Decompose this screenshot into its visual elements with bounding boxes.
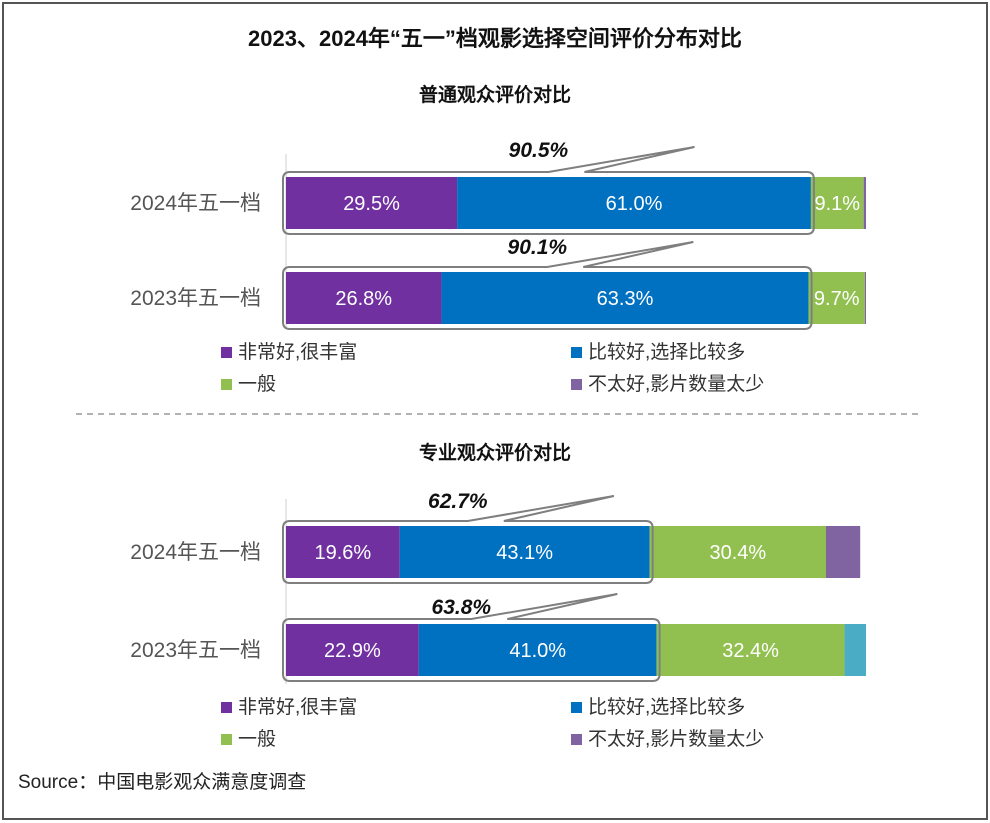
bar-segment <box>810 177 864 229</box>
legend-swatch <box>571 379 582 390</box>
bar-segment <box>808 272 865 324</box>
bar-segment <box>418 624 657 676</box>
bar-segment <box>399 526 650 578</box>
callout-outline <box>282 241 813 330</box>
chart-section-1: 普通观众评价对比 2024年五一档 29.5% 61.0% 9.1% 90.5% 2023年… <box>130 83 866 395</box>
chart-title: 2023、2024年“五一”档观影选择空间评价分布对比 <box>248 26 742 51</box>
section-title: 普通观众评价对比 <box>419 83 571 106</box>
data-label: 29.5% <box>343 193 400 215</box>
legend-swatch <box>221 702 232 713</box>
data-label: 32.4% <box>722 640 779 662</box>
legend-label: 不太好,影片数量太少 <box>588 728 764 750</box>
bar-segment <box>863 177 866 229</box>
legend-swatch <box>571 734 582 745</box>
legend-swatch <box>221 734 232 745</box>
legend-swatch <box>221 379 232 390</box>
legend-swatch <box>571 347 582 358</box>
legend-label: 非常好,很丰富 <box>238 341 357 363</box>
category-label: 2024年五一档 <box>130 192 261 215</box>
bar-segment <box>844 624 866 676</box>
callout-total: 62.7% <box>428 490 488 513</box>
callout-outline <box>282 146 815 235</box>
bar-segment <box>457 177 811 229</box>
legend-label: 比较好,选择比较多 <box>588 341 745 363</box>
legend-swatch <box>571 702 582 713</box>
legend-swatch <box>221 347 232 358</box>
legend-label: 一般 <box>238 373 276 395</box>
data-label: 61.0% <box>606 193 663 215</box>
chart-section-2: 专业观众评价对比 2024年五一档 19.6% 43.1% 30.4% 62.7% 2023… <box>130 441 866 750</box>
callout-total: 63.8% <box>432 596 492 619</box>
data-label: 9.1% <box>814 193 860 215</box>
category-label: 2023年五一档 <box>130 639 261 662</box>
callout-outline <box>282 593 661 682</box>
data-label: 30.4% <box>709 542 766 564</box>
category-label: 2023年五一档 <box>130 287 261 310</box>
data-label: 19.6% <box>314 542 371 564</box>
source-note: Source：中国电影观众满意度调查 <box>18 771 306 793</box>
callout-total: 90.5% <box>509 139 569 162</box>
data-label: 63.3% <box>597 288 654 310</box>
bar-segment <box>441 272 809 324</box>
legend-label: 一般 <box>238 728 276 750</box>
data-label: 26.8% <box>335 288 392 310</box>
bar-segment <box>649 526 826 578</box>
category-label: 2024年五一档 <box>130 541 261 564</box>
section-title: 专业观众评价对比 <box>419 441 571 464</box>
data-label: 41.0% <box>509 640 566 662</box>
legend-label: 比较好,选择比较多 <box>588 696 745 718</box>
bar-segment <box>286 624 419 676</box>
bar-segment <box>286 272 442 324</box>
data-label: 9.7% <box>814 288 860 310</box>
callout-outline <box>282 495 654 584</box>
chart-canvas: 2023、2024年“五一”档观影选择空间评价分布对比 Source：中国电影观… <box>18 26 919 793</box>
bar-segment <box>864 272 866 324</box>
bar-segment <box>825 526 861 578</box>
bar-segment <box>656 624 845 676</box>
data-label: 43.1% <box>496 542 553 564</box>
data-label: 22.9% <box>324 640 381 662</box>
callout-total: 90.1% <box>508 236 568 259</box>
bar-segment <box>286 177 458 229</box>
legend-label: 非常好,很丰富 <box>238 696 357 718</box>
bar-segment <box>286 526 400 578</box>
legend-label: 不太好,影片数量太少 <box>588 373 764 395</box>
